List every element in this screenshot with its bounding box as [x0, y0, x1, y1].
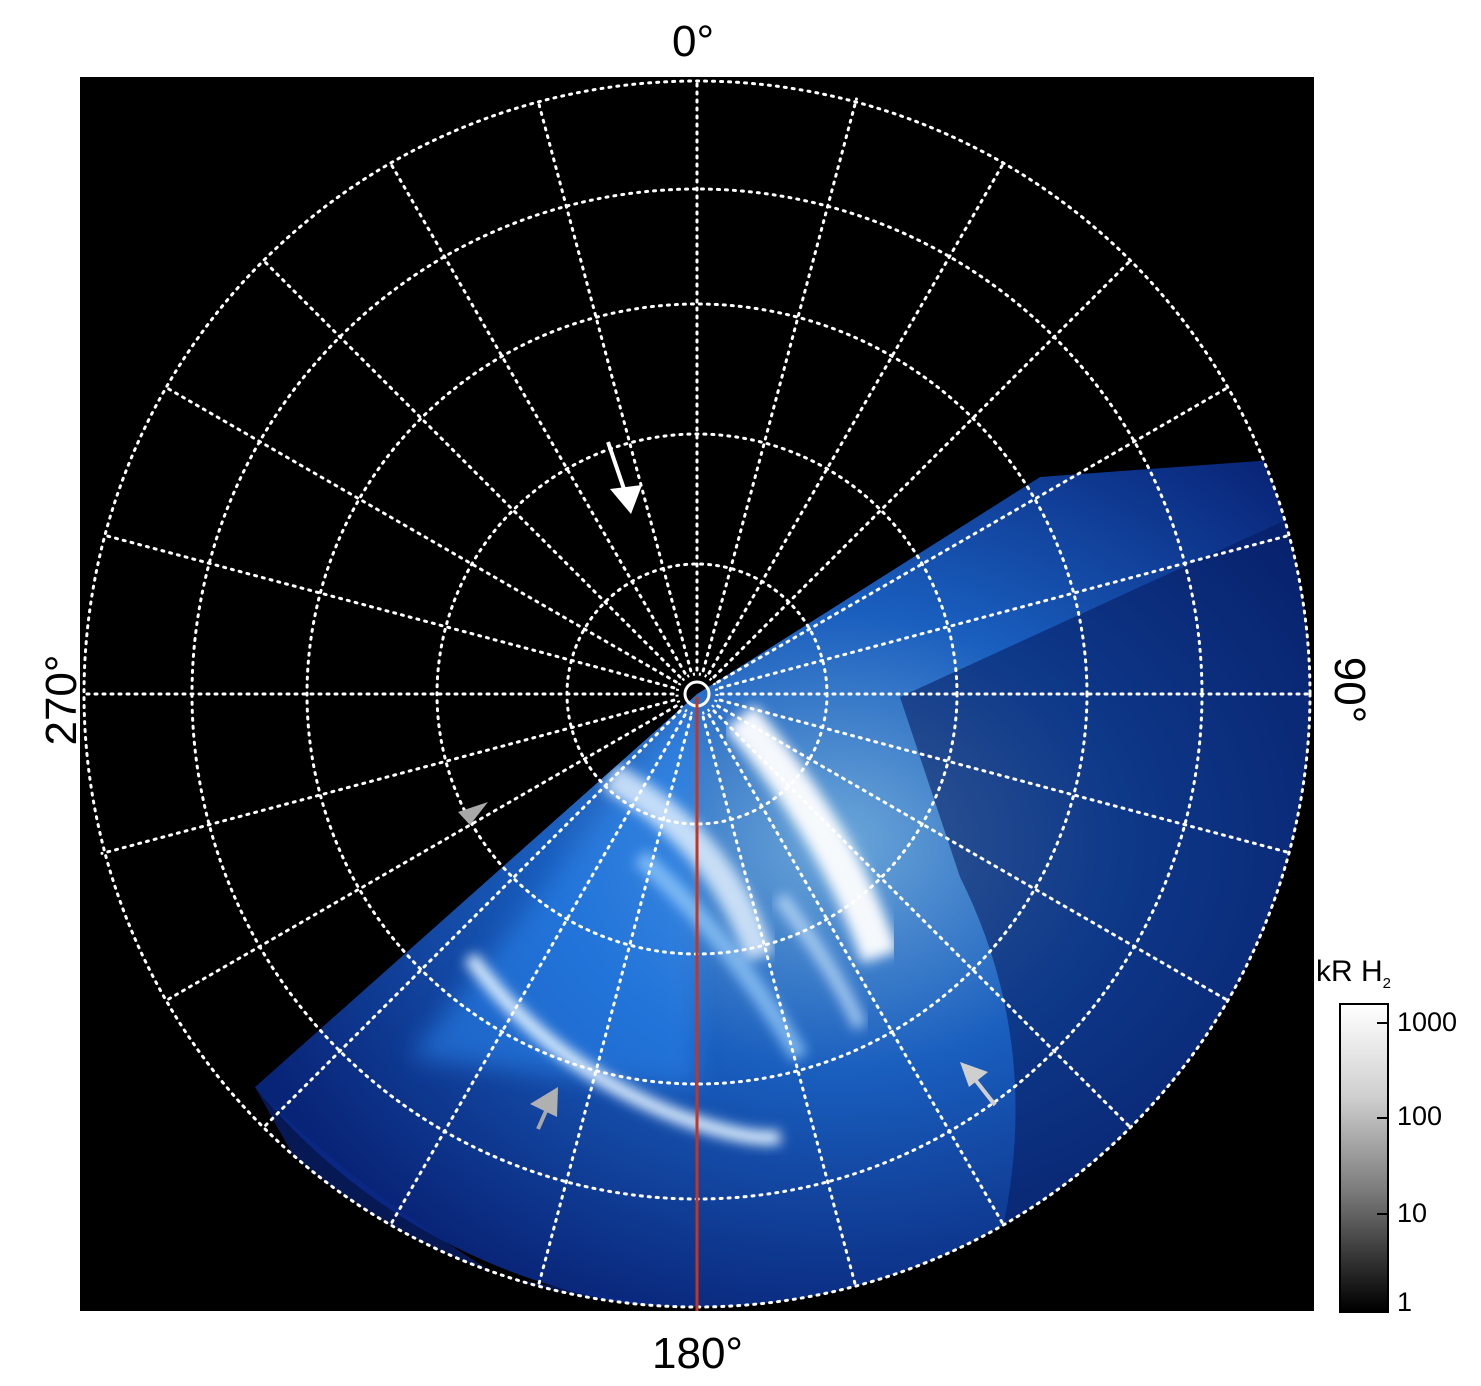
colorbar-tick	[1377, 1117, 1387, 1119]
colorbar-title: kR H2	[1316, 955, 1392, 992]
colorbar-tick	[1377, 1022, 1387, 1024]
longitude-line	[716, 384, 1232, 684]
longitude-label-90: 90°	[1325, 656, 1374, 724]
longitude-label-180: 180°	[652, 1329, 744, 1378]
longitude-label-270: 270°	[37, 654, 86, 746]
longitude-line	[701, 715, 858, 1291]
colorbar-tick-label: 1000	[1397, 1007, 1458, 1037]
longitude-line	[100, 533, 676, 690]
longitude-line	[707, 713, 1007, 1229]
longitude-line	[712, 256, 1135, 679]
longitude-line	[100, 698, 676, 855]
colorbar	[1339, 1003, 1389, 1313]
longitude-line	[259, 709, 682, 1132]
longitude-line	[387, 159, 687, 675]
arrow-white-icon	[606, 441, 642, 514]
longitude-line	[701, 97, 858, 673]
longitude-line	[387, 713, 687, 1229]
polar-projection-panel	[80, 77, 1314, 1311]
colorbar-tick-label: 10	[1397, 1198, 1428, 1228]
colorbar-tick	[1377, 1213, 1387, 1215]
longitude-line	[162, 384, 678, 684]
arrow-grey-icon	[960, 1062, 997, 1107]
longitude-line	[259, 256, 682, 679]
longitude-line	[712, 709, 1135, 1132]
polar-projection-image	[80, 77, 1314, 1311]
latitude-circle	[305, 302, 1089, 1086]
longitude-line	[162, 704, 678, 1004]
colorbar-tick-label: 100	[1397, 1101, 1443, 1131]
arrow-grey-icon	[458, 802, 488, 825]
colorbar-tick-label: 1	[1397, 1287, 1413, 1317]
longitude-line	[718, 698, 1294, 855]
longitude-line	[707, 159, 1007, 675]
longitude-line	[716, 704, 1232, 1004]
longitude-label-0: 0°	[672, 17, 715, 66]
longitude-line	[536, 715, 693, 1291]
longitude-line	[718, 533, 1294, 690]
longitude-line	[536, 97, 693, 673]
arrow-grey-icon	[530, 1087, 558, 1130]
